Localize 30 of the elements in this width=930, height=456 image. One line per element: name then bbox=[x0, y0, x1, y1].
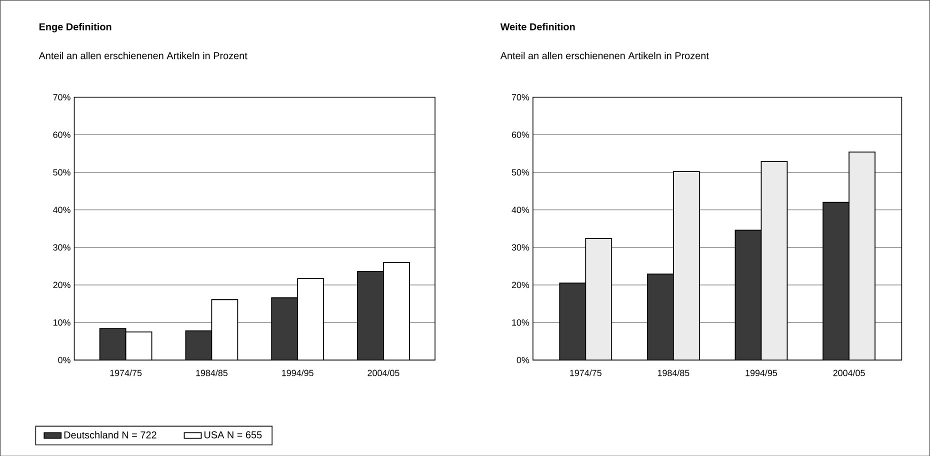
y-tick-label: 10% bbox=[53, 319, 70, 326]
x-tick-label: 1974/75 bbox=[570, 369, 602, 376]
y-tick-label: 10% bbox=[512, 319, 530, 326]
y-tick-label: 30% bbox=[512, 244, 530, 250]
chart-title: Weite Definition bbox=[500, 22, 575, 30]
y-tick-label: 0% bbox=[516, 356, 530, 364]
y-tick-label: 0% bbox=[58, 356, 70, 364]
y-tick-label: 20% bbox=[53, 282, 70, 288]
x-tick-label: 1994/95 bbox=[746, 369, 778, 376]
chart-title: Enge Definition bbox=[39, 22, 112, 32]
y-tick-label: 50% bbox=[512, 169, 530, 176]
y-tick-label: 60% bbox=[53, 131, 70, 138]
y-tick-label: 70% bbox=[53, 94, 70, 100]
y-tick-label: 40% bbox=[53, 206, 70, 213]
x-tick-label: 1984/85 bbox=[658, 369, 690, 376]
y-tick-label: 70% bbox=[512, 94, 530, 100]
y-tick-label: 40% bbox=[512, 206, 530, 213]
chart-subtitle: Anteil an allen erschienenen Artikeln in Prozent bbox=[38, 52, 248, 60]
x-tick-label: 1974/75 bbox=[110, 369, 142, 376]
chart-subtitle: Anteil an allen erschienenen Artikeln in Prozent bbox=[500, 52, 709, 60]
x-tick-label: 2004/05 bbox=[833, 369, 865, 376]
y-tick-label: 30% bbox=[53, 244, 70, 250]
x-tick-label: 1984/85 bbox=[196, 369, 228, 376]
y-tick-label: 60% bbox=[512, 131, 530, 138]
legend-label: Deutschland N = 722 bbox=[64, 431, 156, 438]
x-tick-label: 1994/95 bbox=[282, 369, 314, 376]
x-tick-label: 2004/05 bbox=[368, 369, 400, 376]
y-tick-label: 50% bbox=[53, 169, 70, 176]
legend-label: USA N = 655 bbox=[204, 431, 262, 438]
y-tick-label: 20% bbox=[512, 282, 530, 288]
